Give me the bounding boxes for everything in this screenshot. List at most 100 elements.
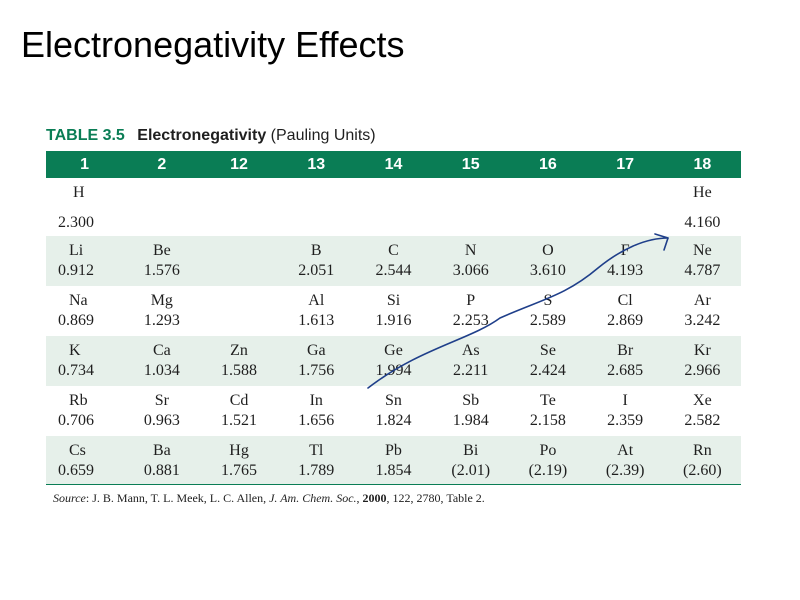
element-cell-group-14: Pb 1.854 — [354, 436, 433, 485]
element-symbol: Al — [308, 292, 325, 309]
slide-title: Electronegativity Effects — [21, 24, 405, 65]
element-symbol: S — [543, 292, 553, 309]
element-symbol: N — [464, 242, 477, 259]
element-cell-group-16: Te 2.158 — [509, 386, 586, 436]
element-symbol — [200, 286, 277, 291]
electronegativity-value — [355, 183, 432, 193]
element-symbol: Ar — [693, 292, 711, 309]
element-cell-group-13: Ga 1.756 — [277, 336, 355, 386]
element-symbol: K — [69, 342, 81, 359]
element-symbol: Cl — [617, 292, 633, 309]
source-journal: J. Am. Chem. Soc. — [269, 491, 357, 505]
header-group-13: 13 — [277, 151, 355, 178]
element-cell-group-2 — [123, 178, 200, 236]
element-symbol — [200, 236, 277, 241]
electronegativity-value: 0.963 — [143, 412, 180, 429]
electronegativity-value: 2.359 — [607, 412, 644, 429]
element-symbol: Kr — [693, 342, 711, 359]
element-symbol: Te — [540, 392, 556, 409]
element-cell-group-15: Bi (2.01) — [432, 436, 510, 485]
table-title: Electronegativity — [137, 127, 267, 144]
element-cell-group-15 — [432, 178, 509, 236]
electronegativity-value: 1.576 — [143, 262, 180, 279]
element-symbol: Ga — [306, 342, 326, 359]
table-caption: TABLE 3.5 Electronegativity (Pauling Uni… — [46, 127, 376, 145]
element-cell-group-16: O 3.610 — [509, 236, 587, 286]
electronegativity-value: 0.881 — [143, 462, 180, 479]
electronegativity-value: 2.424 — [529, 362, 566, 379]
electronegativity-value: 0.706 — [58, 412, 94, 429]
electronegativity-value: 1.293 — [143, 312, 180, 329]
element-symbol: Pb — [385, 442, 402, 459]
electronegativity-value: 3.610 — [529, 262, 566, 279]
element-cell-group-13 — [278, 178, 355, 236]
element-symbol: I — [622, 392, 628, 409]
electronegativity-value: 2.685 — [607, 362, 644, 379]
electronegativity-value: 2.051 — [298, 262, 335, 279]
element-cell-group-12 — [200, 286, 277, 336]
element-cell-group-1: Na 0.869 — [46, 286, 123, 336]
electronegativity-value: 2.966 — [684, 362, 721, 379]
header-group-2: 2 — [123, 151, 201, 178]
element-symbol: Se — [539, 342, 556, 359]
header-group-12: 12 — [200, 151, 278, 178]
element-symbol: Po — [539, 442, 557, 459]
element-symbol: Cd — [229, 392, 249, 409]
electronegativity-value: 2.253 — [452, 312, 489, 329]
element-cell-group-18: Xe 2.582 — [664, 386, 741, 436]
header-group-17: 17 — [586, 151, 664, 178]
element-symbol: Li — [69, 242, 84, 259]
element-cell-group-16: Po (2.19) — [509, 436, 587, 485]
table-row: K 0.734 Ca 1.034 Zn 1.588 Ga 1.756 Ge 1.994 As 2.21… — [46, 336, 741, 386]
element-symbol: Sb — [462, 392, 480, 409]
element-symbol: F — [620, 242, 630, 259]
element-cell-group-16 — [509, 178, 586, 236]
element-symbol: Si — [386, 292, 401, 309]
table-row: H 2.300 He 4.160 — [46, 178, 741, 236]
electronegativity-value: 1.588 — [221, 362, 258, 379]
element-cell-group-17: Cl 2.869 — [587, 286, 664, 336]
electronegativity-value: 2.582 — [684, 412, 721, 429]
element-symbol: Ba — [152, 442, 171, 459]
electronegativity-value — [123, 183, 200, 193]
electronegativity-value: 3.242 — [684, 312, 721, 329]
source-sep: , — [356, 491, 363, 505]
element-cell-group-17 — [587, 178, 664, 236]
element-symbol: Rb — [69, 392, 88, 409]
electronegativity-value: 2.211 — [453, 362, 489, 379]
table-header-row: 1 2 12 13 14 15 16 17 18 — [46, 151, 741, 178]
element-symbol: In — [309, 392, 323, 409]
element-symbol: Bi — [463, 442, 479, 459]
source-authors: : J. B. Mann, T. L. Meek, L. C. Allen, — [85, 491, 270, 505]
electronegativity-value: 2.300 — [58, 214, 94, 231]
electronegativity-value: 1.034 — [143, 362, 180, 379]
element-symbol: Na — [69, 292, 88, 309]
electronegativity-table: 1 2 12 13 14 15 16 17 18 H 2.300 He 4.160 Li… — [46, 151, 741, 485]
electronegativity-value — [200, 183, 277, 193]
element-cell-group-18: Ne 4.787 — [663, 236, 741, 286]
electronegativity-value: 3.066 — [452, 262, 489, 279]
element-symbol: Xe — [693, 392, 712, 409]
electronegativity-value — [587, 183, 664, 193]
element-symbol: Sn — [385, 392, 402, 409]
electronegativity-value: 4.787 — [684, 262, 721, 279]
source-rest: , 122, 2780, Table 2. — [386, 491, 485, 505]
element-symbol: Zn — [230, 342, 248, 359]
element-cell-group-2: Sr 0.963 — [123, 386, 200, 436]
element-cell-group-15: Sb 1.984 — [432, 386, 509, 436]
element-cell-group-13: Al 1.613 — [278, 286, 355, 336]
electronegativity-value — [432, 183, 509, 193]
electronegativity-value: 1.789 — [298, 462, 335, 479]
table-row: Na 0.869 Mg 1.293 Al 1.613 Si 1.916 P 2.253 S 2.589… — [46, 286, 741, 336]
electronegativity-value: (2.39) — [605, 462, 645, 479]
element-symbol: C — [388, 242, 399, 259]
source-citation: Source: J. B. Mann, T. L. Meek, L. C. Al… — [53, 491, 485, 506]
element-symbol: B — [310, 242, 322, 259]
element-cell-group-13: In 1.656 — [278, 386, 355, 436]
element-cell-group-14: C 2.544 — [354, 236, 433, 286]
element-cell-group-17: Br 2.685 — [586, 336, 664, 386]
element-symbol: Rn — [693, 442, 712, 459]
electronegativity-value: 0.869 — [58, 312, 94, 329]
source-year: 2000 — [362, 491, 387, 505]
source-label: Source — [53, 491, 86, 505]
